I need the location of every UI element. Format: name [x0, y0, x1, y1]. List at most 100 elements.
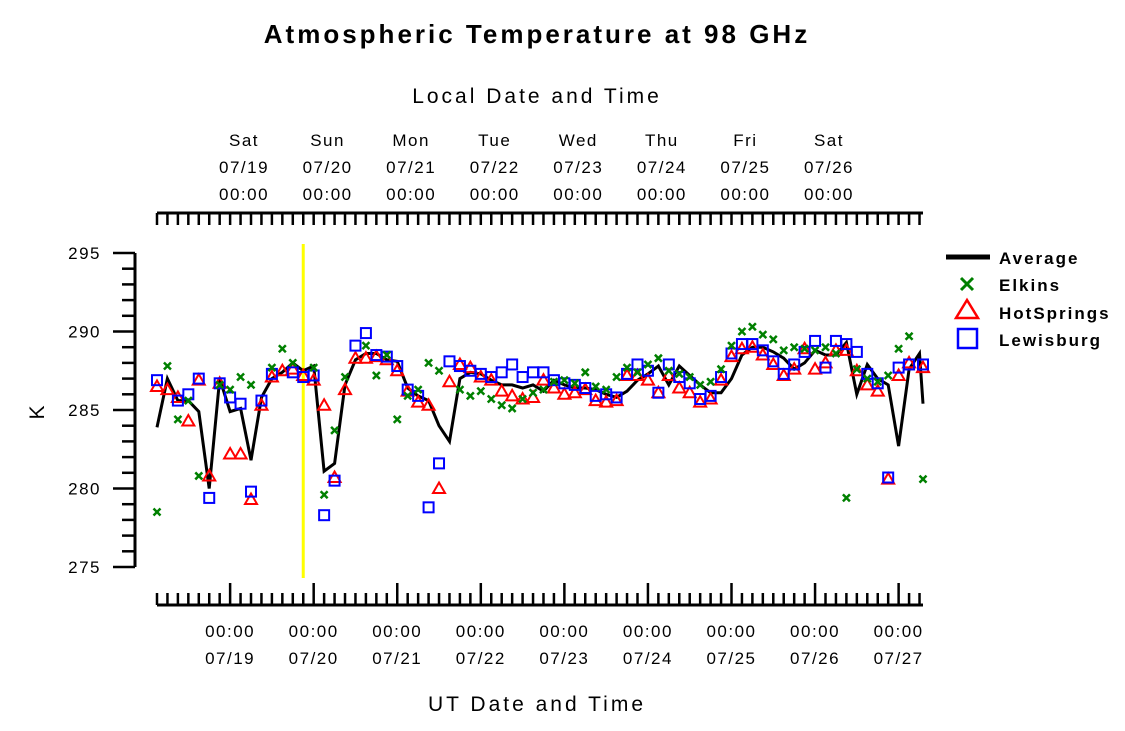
point-elkins: [883, 371, 893, 380]
point-lewisburg: [192, 372, 205, 385]
bottom-axis-title: UT Date and Time: [428, 693, 646, 716]
point-elkins: [727, 341, 736, 351]
legend-item-hotsprings: HotSprings: [953, 297, 1109, 323]
point-hotsprings: [776, 367, 792, 381]
y-tick-label: 285: [68, 401, 101, 420]
point-hotsprings: [431, 480, 447, 494]
top-tick-label: 07/24: [637, 158, 687, 177]
point-lewisburg: [725, 347, 738, 360]
bottom-axis-labels: 00:00 07/19 00:00 07/20 00:00 07/21 00:00 07/22…: [205, 622, 924, 668]
point-hotsprings: [671, 380, 687, 394]
point-elkins: [455, 385, 465, 394]
point-elkins: [748, 322, 757, 332]
top-tick-label: 07/23: [553, 158, 603, 177]
point-lewisburg: [495, 366, 508, 379]
point-elkins: [403, 391, 413, 401]
bottom-tick-label: 07/27: [874, 649, 924, 668]
point-hotsprings: [201, 467, 217, 482]
point-elkins: [183, 396, 193, 405]
point-hotsprings: [556, 386, 573, 400]
point-lewisburg: [203, 491, 216, 504]
point-elkins: [382, 350, 392, 360]
point-lewisburg: [579, 382, 592, 395]
top-axis-ticks: [155, 213, 921, 225]
point-hotsprings: [493, 383, 510, 397]
bottom-tick-label: 00:00: [623, 622, 673, 641]
point-hotsprings: [681, 384, 698, 399]
point-elkins: [194, 471, 204, 481]
point-elkins: [413, 385, 423, 394]
point-elkins: [267, 363, 277, 372]
point-hotsprings: [608, 392, 625, 407]
point-hotsprings: [264, 369, 280, 383]
y-tick-label: 280: [68, 480, 101, 499]
top-tick-label: 00:00: [720, 185, 770, 204]
point-lewisburg: [318, 509, 331, 522]
top-tick-label: 00:00: [637, 185, 687, 204]
point-lewisburg: [380, 350, 393, 363]
point-hotsprings: [640, 372, 656, 386]
point-elkins: [894, 344, 904, 354]
top-tick-label: Mon: [392, 131, 430, 150]
point-lewisburg: [756, 344, 769, 357]
point-elkins: [873, 377, 883, 387]
point-elkins: [246, 380, 256, 390]
point-lewisburg: [798, 345, 811, 358]
legend-swatch-hotsprings: [953, 297, 981, 320]
point-lewisburg: [349, 339, 362, 352]
point-elkins: [904, 331, 914, 341]
point-elkins: [163, 361, 172, 371]
point-hotsprings: [702, 390, 719, 405]
point-hotsprings: [692, 394, 708, 408]
bottom-tick-label: 00:00: [790, 622, 840, 641]
point-hotsprings: [170, 389, 186, 403]
point-elkins: [821, 342, 830, 352]
top-tick-label: 07/19: [219, 158, 269, 177]
top-tick-label: 00:00: [553, 185, 603, 204]
point-elkins: [580, 367, 590, 377]
point-hotsprings: [441, 373, 458, 388]
point-hotsprings: [243, 491, 259, 505]
point-lewisburg: [903, 358, 916, 371]
point-elkins: [507, 404, 517, 413]
bottom-tick-label: 00:00: [874, 622, 924, 641]
point-elkins: [831, 349, 841, 358]
point-hotsprings: [734, 340, 750, 355]
point-elkins: [173, 415, 183, 424]
point-elkins: [559, 375, 569, 385]
point-elkins: [664, 366, 674, 376]
point-lewisburg: [224, 391, 237, 404]
bottom-tick-label: 00:00: [456, 622, 506, 641]
point-elkins: [685, 372, 695, 382]
point-lewisburg: [715, 371, 728, 384]
top-tick-label: Tue: [478, 131, 511, 150]
point-hotsprings: [901, 354, 917, 369]
point-hotsprings: [807, 361, 823, 375]
point-hotsprings: [232, 445, 249, 460]
point-lewisburg: [652, 386, 665, 399]
point-elkins: [810, 345, 820, 355]
y-axis-title: K: [26, 402, 49, 419]
point-lewisburg: [840, 338, 853, 351]
point-hotsprings: [159, 381, 176, 396]
bottom-tick-label: 00:00: [289, 622, 339, 641]
top-axis-labels: Sat 07/19 00:00 Sun 07/20 00:00 Mon 07/21 00:00 T…: [219, 131, 852, 204]
point-lewisburg: [391, 360, 404, 373]
bottom-tick-label: 07/21: [372, 649, 422, 668]
point-elkins: [643, 360, 653, 369]
point-lewisburg: [171, 394, 184, 407]
top-tick-label: Sat: [229, 131, 259, 150]
point-hotsprings: [389, 362, 405, 377]
bottom-tick-label: 00:00: [706, 622, 756, 641]
point-lewisburg: [537, 366, 550, 379]
point-elkins: [768, 334, 778, 344]
point-hotsprings: [368, 348, 385, 363]
point-hotsprings: [274, 362, 291, 377]
point-elkins: [288, 358, 298, 368]
top-tick-label: Wed: [559, 131, 598, 150]
point-elkins: [674, 369, 684, 379]
point-elkins: [622, 363, 632, 372]
point-hotsprings: [755, 347, 771, 361]
point-lewisburg: [882, 471, 895, 484]
